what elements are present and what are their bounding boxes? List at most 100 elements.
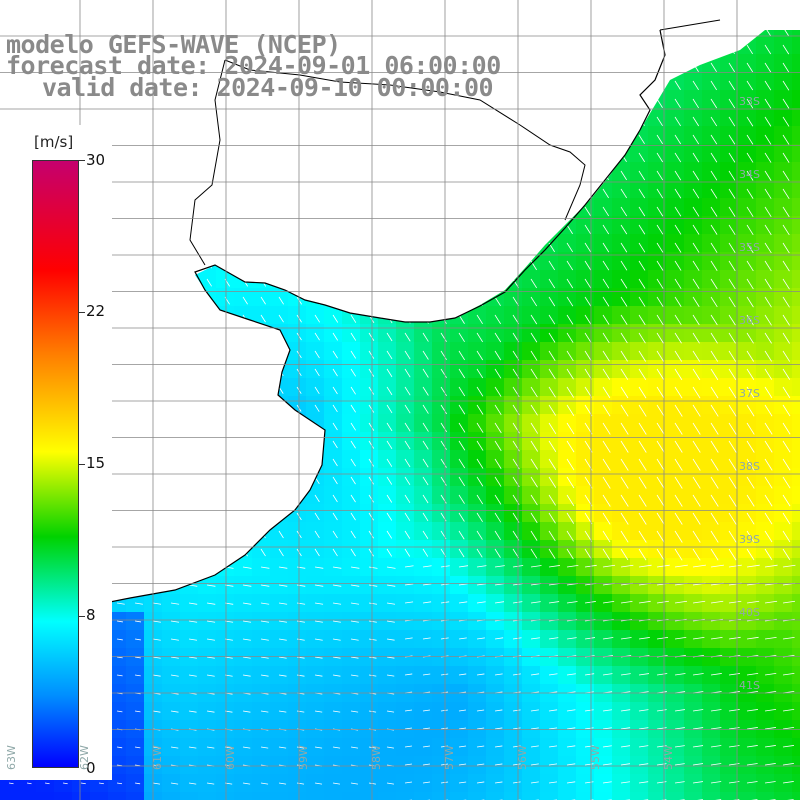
wind-arrow [386, 386, 393, 396]
wind-arrow [458, 548, 465, 558]
wind-arrow [692, 116, 700, 127]
field-cell [792, 378, 800, 397]
wind-arrow [674, 188, 682, 199]
wind-arrow [386, 530, 393, 539]
wind-arrow [476, 673, 485, 676]
wind-arrow [602, 386, 611, 399]
wind-arrow [584, 709, 594, 712]
wind-arrow [548, 476, 557, 488]
wind-arrow [242, 638, 251, 641]
wind-arrow [584, 314, 592, 325]
wind-arrow [566, 673, 576, 676]
field-cell [198, 792, 217, 800]
field-cell [792, 216, 800, 235]
wind-arrow [404, 386, 411, 396]
wind-arrow [80, 782, 86, 785]
wind-arrow [44, 782, 50, 785]
wind-arrow [638, 727, 649, 730]
wind-arrow [332, 368, 338, 377]
wind-arrow [548, 422, 557, 435]
wind-arrow [548, 637, 559, 640]
wind-arrow [692, 440, 701, 453]
wind-arrow [782, 763, 794, 766]
wind-arrow [746, 116, 754, 127]
field-cell [270, 792, 289, 800]
wind-arrow [782, 781, 794, 784]
wind-arrow [746, 422, 755, 435]
wind-arrow [782, 314, 790, 326]
wind-arrow [440, 494, 447, 504]
wind-arrow [746, 332, 754, 344]
wind-arrow [602, 296, 610, 307]
legend-tick-mark [79, 616, 85, 617]
wind-arrow [710, 152, 718, 163]
wind-arrow [548, 386, 556, 398]
wind-arrow [458, 583, 468, 586]
wind-arrow [152, 638, 161, 641]
legend-tick-0: 0 [86, 759, 96, 777]
wind-arrow [278, 674, 287, 677]
wind-arrow [746, 224, 754, 235]
wind-arrow [728, 745, 740, 748]
wind-arrow [260, 746, 269, 749]
wind-arrow [422, 709, 431, 712]
wind-arrow [458, 727, 467, 730]
lat-label: 40S [739, 606, 760, 619]
wind-arrow [692, 404, 701, 417]
wind-arrow [710, 458, 719, 471]
wind-arrow [386, 638, 395, 641]
wind-arrow [728, 494, 737, 507]
wind-arrow [188, 746, 197, 749]
wind-arrow [404, 494, 411, 503]
wind-arrow [422, 332, 429, 342]
wind-arrow [548, 727, 558, 730]
wind-arrow [692, 745, 704, 748]
wind-arrow [710, 350, 719, 362]
wind-arrow [620, 530, 629, 543]
wind-arrow [530, 404, 538, 416]
wind-arrow [674, 152, 682, 163]
wind-arrow [782, 224, 790, 236]
field-cell [792, 612, 800, 631]
wind-arrow [548, 260, 556, 271]
wind-arrow [692, 296, 700, 308]
wind-arrow [764, 314, 772, 326]
wind-arrow [728, 440, 737, 453]
wind-arrow [422, 727, 430, 730]
wind-arrow [476, 494, 484, 505]
wind-arrow [170, 638, 179, 641]
wind-arrow [242, 566, 252, 569]
wind-arrow [548, 601, 560, 604]
wind-arrow [332, 494, 338, 503]
wind-arrow [458, 350, 465, 361]
wind-arrow [602, 314, 610, 325]
field-cell [792, 270, 800, 289]
wind-arrow [386, 350, 393, 360]
field-cell [774, 792, 793, 800]
wind-arrow [584, 206, 591, 217]
field-cell [90, 792, 109, 800]
wind-arrow [386, 584, 396, 587]
wind-arrow [638, 512, 647, 525]
wind-arrow [512, 673, 521, 676]
wind-arrow [476, 332, 484, 343]
wind-arrow [620, 206, 628, 217]
wind-arrow [746, 458, 755, 471]
wind-arrow [530, 512, 538, 524]
wind-arrow [548, 314, 556, 325]
wind-arrow [368, 782, 377, 785]
wind-arrow [728, 350, 737, 362]
wind-arrow [692, 206, 700, 217]
wind-arrow [242, 782, 251, 785]
wind-arrow [332, 602, 342, 605]
wind-arrow [746, 564, 760, 568]
wind-arrow [692, 188, 700, 199]
wind-arrow [512, 422, 520, 434]
wind-arrow [566, 458, 575, 471]
wind-arrow [746, 763, 758, 766]
legend-tick-22: 22 [86, 302, 106, 320]
wind-arrow [692, 386, 701, 399]
wind-arrow [638, 564, 652, 568]
wind-arrow [458, 745, 467, 748]
wind-arrow [764, 476, 773, 489]
